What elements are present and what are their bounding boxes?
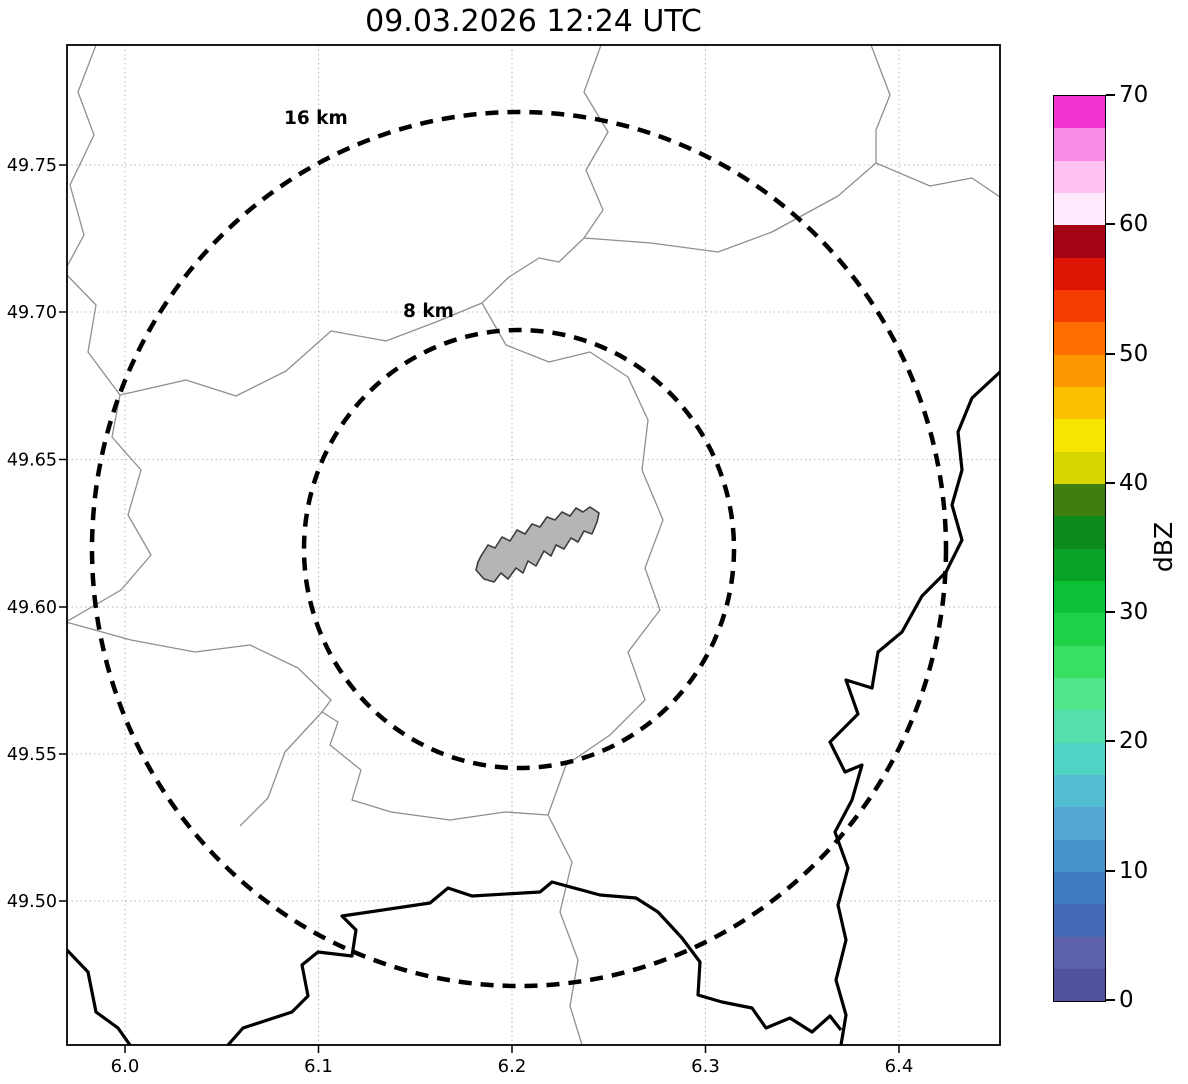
y-axis-tick-label: 49.65 — [7, 451, 57, 471]
colorbar-bands — [1054, 96, 1105, 1002]
range-ring-label-16km: 16 km — [284, 108, 348, 129]
colorbar-band — [1054, 710, 1105, 743]
admin-boundary-line — [67, 45, 152, 623]
colorbar-band — [1054, 225, 1105, 258]
country-border-line-east — [828, 370, 1000, 1045]
city-boundary-polygon — [475, 506, 600, 583]
colorbar — [1053, 95, 1106, 1002]
colorbar-tick-mark — [1106, 353, 1115, 355]
y-axis-tick-label: 49.75 — [7, 156, 57, 176]
y-axis: 49.75 49.70 49.65 49.60 49.55 49.50 — [7, 156, 57, 912]
colorbar-tick-label: 30 — [1119, 599, 1149, 625]
country-border-line-south — [226, 880, 843, 1045]
plot-border — [66, 44, 1001, 1046]
colorbar-band — [1054, 968, 1105, 1002]
colorbar-band — [1054, 774, 1105, 808]
colorbar-band — [1054, 645, 1105, 678]
colorbar-band — [1054, 871, 1105, 905]
colorbar-band — [1054, 936, 1105, 969]
colorbar-band — [1054, 807, 1105, 840]
admin-boundaries — [67, 45, 1000, 1045]
colorbar-band — [1054, 451, 1105, 484]
colorbar-band — [1054, 419, 1105, 452]
colorbar-tick-mark — [1106, 740, 1115, 742]
axis-tick-marks — [59, 164, 900, 1053]
x-axis-tick-label: 6.0 — [111, 1056, 140, 1077]
colorbar-band — [1054, 483, 1105, 517]
range-ring-label-8km: 8 km — [403, 301, 454, 322]
colorbar-tick-label: 0 — [1119, 987, 1134, 1013]
range-ring-16km — [89, 109, 949, 989]
colorbar-tick-mark — [1106, 223, 1115, 225]
colorbar-tick-mark — [1106, 94, 1115, 96]
colorbar-tick-mark — [1106, 611, 1115, 613]
colorbar-band — [1054, 322, 1105, 355]
country-borders — [67, 370, 1000, 1045]
colorbar-band — [1054, 289, 1105, 323]
x-axis-tick-label: 6.2 — [498, 1056, 527, 1077]
admin-boundary-line — [583, 162, 1000, 253]
colorbar-tick-label: 60 — [1119, 211, 1149, 237]
admin-boundary-line — [119, 302, 483, 397]
colorbar-band — [1054, 904, 1105, 937]
colorbar-band — [1054, 613, 1105, 646]
y-axis-tick-label: 49.70 — [7, 303, 57, 323]
admin-boundary-line — [67, 621, 549, 821]
colorbar-band — [1054, 192, 1105, 226]
colorbar-tick-label: 10 — [1119, 858, 1149, 884]
x-axis-tick-label: 6.4 — [885, 1056, 914, 1077]
admin-boundary-line — [481, 45, 609, 304]
y-axis-tick-label: 49.60 — [7, 598, 57, 618]
colorbar-tick-label: 20 — [1119, 728, 1149, 754]
colorbar-tick-mark — [1106, 870, 1115, 872]
x-axis: 6.0 6.1 6.2 6.3 6.4 — [111, 1056, 914, 1077]
y-axis-tick-label: 49.55 — [7, 745, 57, 765]
y-axis-tick-label: 49.50 — [7, 892, 57, 912]
colorbar-band — [1054, 548, 1105, 581]
country-border-line-southwest — [67, 947, 132, 1045]
colorbar-band — [1054, 96, 1105, 129]
range-rings — [89, 109, 949, 989]
colorbar-band — [1054, 580, 1105, 614]
colorbar-band — [1054, 257, 1105, 290]
plot-title: 09.03.2026 12:24 UTC — [365, 4, 702, 39]
x-axis-tick-label: 6.3 — [691, 1056, 720, 1077]
colorbar-band — [1054, 839, 1105, 872]
admin-boundary-line — [239, 711, 323, 827]
colorbar-tick-label: 50 — [1119, 341, 1149, 367]
colorbar-band — [1054, 742, 1105, 775]
colorbar-band — [1054, 354, 1105, 387]
colorbar-tick-label: 40 — [1119, 470, 1149, 496]
colorbar-label-dbz: dBZ — [1149, 521, 1178, 573]
colorbar-band — [1054, 386, 1105, 420]
colorbar-band — [1054, 677, 1105, 711]
colorbar-band — [1054, 160, 1105, 193]
colorbar-band — [1054, 516, 1105, 549]
range-ring-8km — [301, 327, 737, 771]
colorbar-tick-mark — [1106, 999, 1115, 1001]
colorbar-tick-label: 70 — [1119, 82, 1149, 108]
admin-boundary-line — [870, 45, 891, 163]
admin-boundary-line — [481, 302, 664, 1045]
colorbar-band — [1054, 128, 1105, 161]
x-axis-tick-label: 6.1 — [304, 1056, 333, 1077]
colorbar-tick-mark — [1106, 482, 1115, 484]
